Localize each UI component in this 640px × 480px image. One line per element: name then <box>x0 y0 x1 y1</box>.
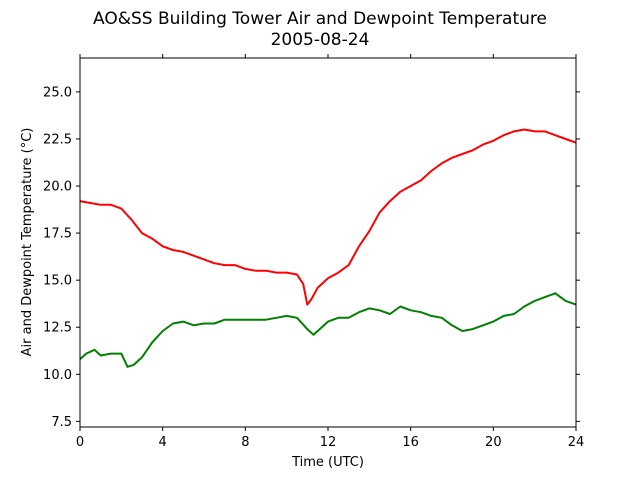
x-tick-label: 8 <box>241 435 249 450</box>
x-tick-label: 20 <box>485 435 502 450</box>
plot-area <box>79 128 577 368</box>
y-tick-label: 25.0 <box>43 85 72 100</box>
x-axis-label: Time (UTC) <box>291 455 364 470</box>
x-tick-label: 16 <box>402 435 419 450</box>
x-tick-label: 4 <box>159 435 167 450</box>
y-tick-label: 20.0 <box>43 180 72 195</box>
x-tick-label: 24 <box>568 435 585 450</box>
y-tick-label: 22.5 <box>43 132 72 147</box>
chart-subtitle: 2005-08-24 <box>271 30 370 50</box>
axis-ticks: 0 4 8 12 16 20 24 7.5 10.0 12.5 15.0 17.5 20.0 22.5 25… <box>43 54 584 450</box>
y-tick-label: 12.5 <box>43 321 72 336</box>
plot-frame <box>79 57 577 428</box>
series-line-1 <box>79 128 577 306</box>
chart-title: AO&SS Building Tower Air and Dewpoint Te… <box>93 9 547 29</box>
y-tick-label: 15.0 <box>43 274 72 289</box>
y-tick-label: 7.5 <box>51 415 72 430</box>
y-tick-label: 10.0 <box>43 368 72 383</box>
x-tick-label: 12 <box>320 435 337 450</box>
y-tick-label: 17.5 <box>43 227 72 242</box>
x-tick-label: 0 <box>76 435 84 450</box>
series-line-2 <box>79 292 577 368</box>
y-axis-label: Air and Dewpoint Temperature (°C) <box>20 128 35 357</box>
